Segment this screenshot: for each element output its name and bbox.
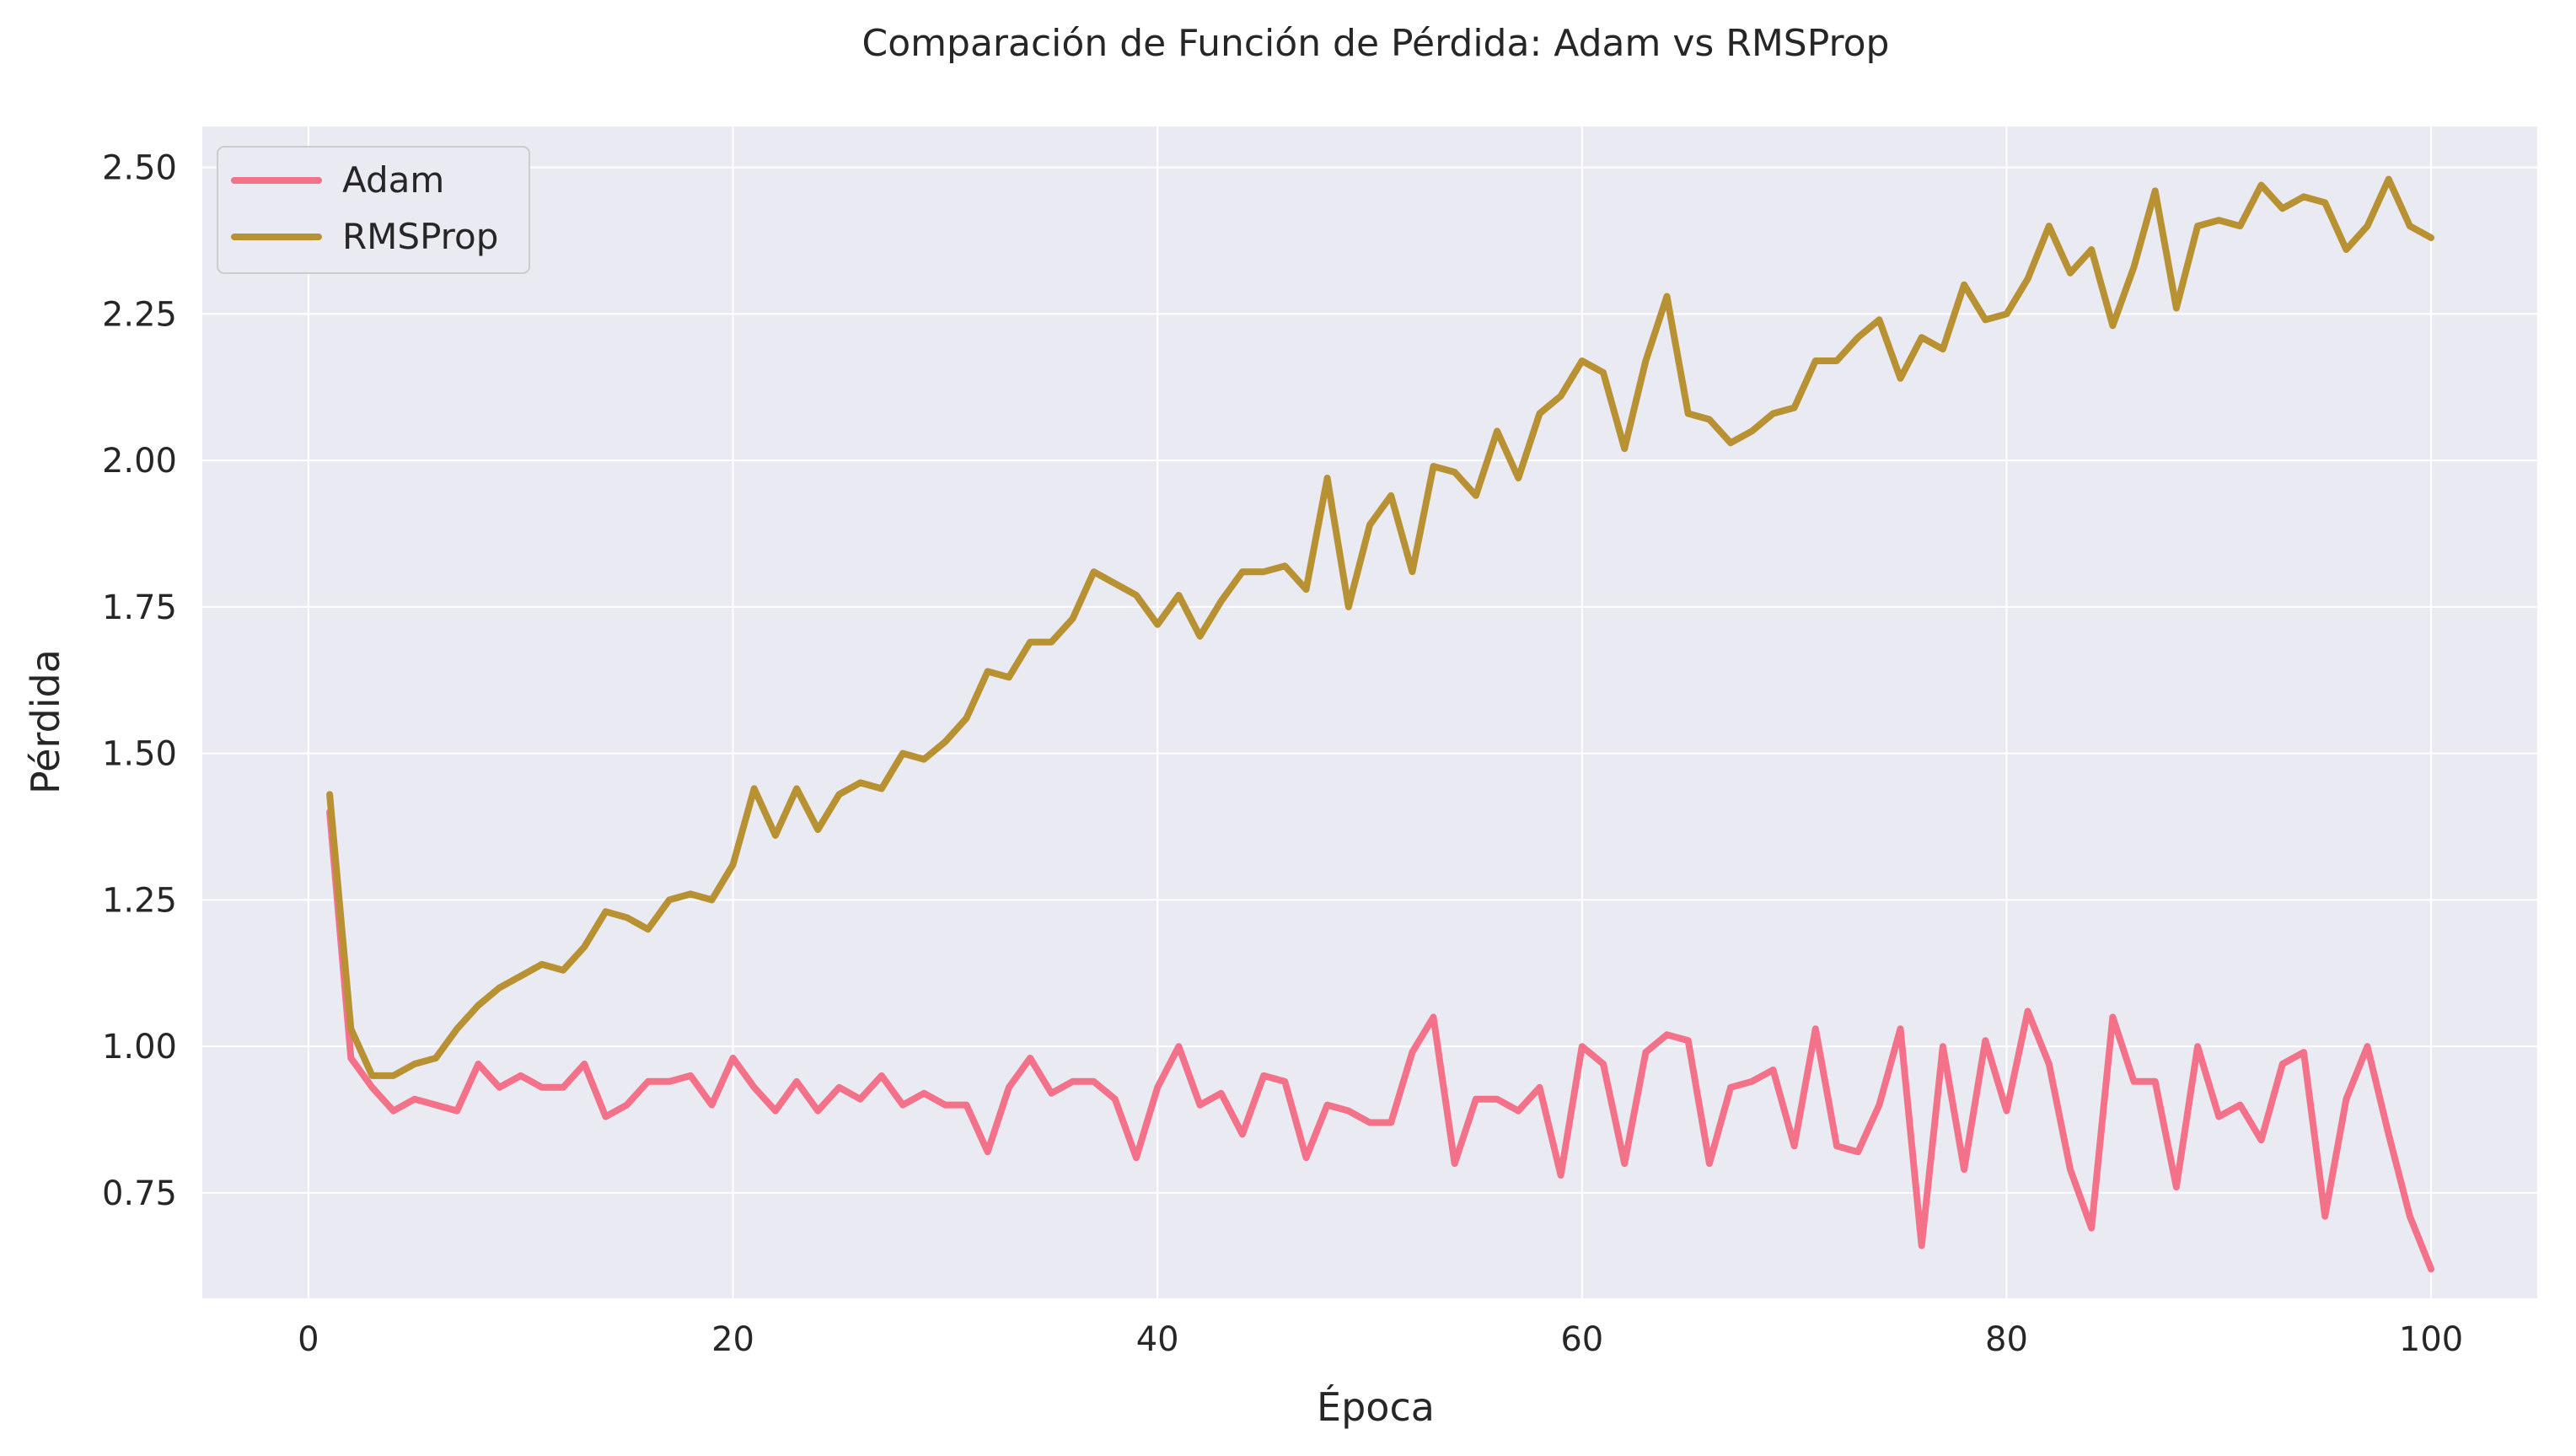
x-tick-label: 80 <box>1985 1320 2028 1359</box>
chart-title: Comparación de Función de Pérdida: Adam … <box>862 22 1890 65</box>
x-tick-label: 20 <box>711 1320 754 1359</box>
series-line-adam <box>326 809 2435 1273</box>
x-tick-label: 40 <box>1136 1320 1179 1359</box>
y-tick-label: 1.75 <box>102 588 177 627</box>
y-tick-label: 0.75 <box>102 1174 177 1213</box>
x-tick-label: 100 <box>2399 1320 2463 1359</box>
grid-lines <box>202 126 2537 1298</box>
series-line-rmsprop <box>326 175 2435 1079</box>
y-tick-label: 2.25 <box>102 295 177 334</box>
series-lines <box>326 175 2435 1273</box>
tick-labels: 0 20 40 60 80 100 0.75 1.00 1.25 1.50 1.75 2.00 2.25… <box>102 149 2463 1359</box>
x-tick-label: 0 <box>298 1320 319 1359</box>
x-tick-label: 60 <box>1560 1320 1603 1359</box>
y-tick-label: 2.00 <box>102 442 177 481</box>
plot-area <box>202 126 2537 1298</box>
y-tick-label: 1.00 <box>102 1028 177 1066</box>
y-tick-label: 1.25 <box>102 881 177 920</box>
legend-label-adam: Adam <box>342 159 444 201</box>
legend-label-rmsprop: RMSProp <box>342 216 498 257</box>
y-tick-label: 2.50 <box>102 149 177 188</box>
y-tick-label: 1.50 <box>102 735 177 774</box>
y-axis-label: Pérdida <box>23 649 68 794</box>
legend: Adam RMSProp <box>217 146 530 274</box>
x-axis-label: Época <box>1317 1384 1435 1430</box>
